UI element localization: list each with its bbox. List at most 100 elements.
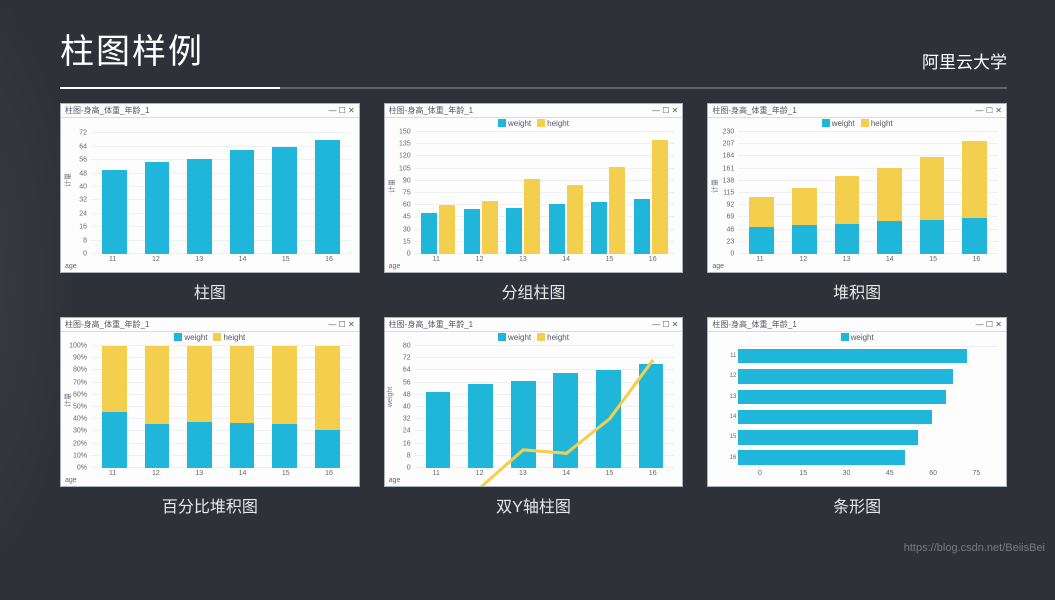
hbar (738, 390, 946, 405)
bar-segment (272, 424, 297, 468)
bar (102, 170, 127, 254)
page-title: 柱图样例 (60, 24, 204, 73)
y-tick: 10% (73, 452, 87, 459)
x-tick: 15 (782, 470, 825, 484)
bar (482, 201, 498, 254)
y-axis: 0%10%20%30%40%50%60%70%80%90%100%计量 (61, 346, 89, 468)
y-tick: 40 (79, 184, 87, 191)
overlay-line (415, 346, 675, 487)
y-tick: 8 (407, 452, 411, 459)
chart-cell-simple: 柱图-身高_体重_年龄_1— ☐ ✕081624324048566472计量11… (60, 103, 360, 303)
stacked-bar (315, 346, 340, 468)
legend-item: height (537, 333, 569, 342)
x-tick: 15 (588, 470, 631, 484)
bar-group (634, 132, 668, 254)
bar-segment (920, 157, 945, 220)
chart-card: 柱图-身高_体重_年龄_1— ☐ ✕weightheight0234669921… (707, 103, 1007, 273)
chart-cell-grouped: 柱图-身高_体重_年龄_1— ☐ ✕weightheight0153045607… (384, 103, 684, 303)
y-tick: 161 (723, 165, 735, 172)
y-tick: 80% (73, 367, 87, 374)
hbar-rows: 111213141516 (738, 346, 998, 468)
title-rule (60, 87, 1007, 89)
y-tick: 80 (403, 343, 411, 350)
stacked-bar (962, 141, 987, 254)
x-tick: 13 (178, 256, 221, 270)
bar-segment (962, 141, 987, 218)
stacked-bars (91, 346, 351, 468)
y-tick: 70% (73, 379, 87, 386)
legend-item: height (861, 119, 893, 128)
x-tick: 11 (91, 256, 134, 270)
hbar-row: 11 (738, 349, 998, 364)
y-tick: 8 (83, 237, 87, 244)
hbar-label: 16 (714, 455, 736, 461)
bar-segment (792, 188, 817, 225)
y-tick: 0 (407, 251, 411, 258)
bar (230, 150, 255, 254)
bar-segment (920, 220, 945, 254)
y-tick: 72 (403, 355, 411, 362)
legend: weightheight (385, 332, 683, 343)
stacked-bar (230, 346, 255, 468)
stacked-bar (102, 346, 127, 468)
bar (506, 208, 522, 254)
x-tick: 16 (631, 470, 674, 484)
bar (464, 209, 480, 254)
chart-caption: 堆积图 (833, 279, 881, 303)
y-axis-label: 计量 (63, 393, 73, 407)
y-tick: 16 (403, 440, 411, 447)
chart-card: 柱图-身高_体重_年龄_1— ☐ ✕weightheight0816243240… (384, 317, 684, 487)
window-controls: — ☐ ✕ (328, 318, 354, 331)
y-tick: 120 (399, 153, 411, 160)
bar (634, 199, 650, 254)
hbar-row: 13 (738, 390, 998, 405)
x-tick: 13 (178, 470, 221, 484)
y-axis: 023466992115138161184207230计量 (708, 132, 736, 254)
stacked-bar (145, 346, 170, 468)
y-axis-label: weight (387, 387, 394, 407)
x-tick: 11 (91, 470, 134, 484)
y-tick: 0 (83, 251, 87, 258)
stacked-bar (920, 157, 945, 254)
x-tick: 15 (264, 256, 307, 270)
y-axis-label: 计量 (387, 179, 397, 193)
hbar-row: 12 (738, 369, 998, 384)
y-tick: 16 (79, 224, 87, 231)
x-axis: 111213141516 (415, 256, 675, 270)
chart-title: 柱图-身高_体重_年龄_1 (65, 104, 149, 117)
chart-title: 柱图-身高_体重_年龄_1 (389, 104, 473, 117)
chart-cell-hbar: 柱图-身高_体重_年龄_1— ☐ ✕weight1112131415160153… (707, 317, 1007, 517)
bar-segment (102, 346, 127, 412)
bar-segment (877, 168, 902, 221)
chart-title: 柱图-身高_体重_年龄_1 (712, 104, 796, 117)
bar-group (506, 132, 540, 254)
y-tick: 207 (723, 141, 735, 148)
bar (315, 140, 340, 254)
x-tick: 15 (911, 256, 954, 270)
x-tick: 60 (911, 470, 954, 484)
chart-cell-pct: 柱图-身高_体重_年龄_1— ☐ ✕weightheight0%10%20%30… (60, 317, 360, 517)
y-tick: 40% (73, 416, 87, 423)
window-controls: — ☐ ✕ (652, 104, 678, 117)
bar-segment (187, 346, 212, 422)
y-tick: 60 (403, 202, 411, 209)
y-tick: 0% (77, 465, 87, 472)
stacked-bar (792, 188, 817, 254)
plot-area: 111213141516 (738, 346, 998, 468)
x-axis: 111213141516 (415, 470, 675, 484)
chart-title-bar: 柱图-身高_体重_年龄_1 — ☐ ✕ (385, 104, 683, 118)
bar-segment (749, 197, 774, 228)
bar (272, 147, 297, 254)
window-controls: — ☐ ✕ (976, 318, 1002, 331)
y-tick: 135 (399, 141, 411, 148)
y-tick: 30 (403, 226, 411, 233)
brand-label: 阿里云大学 (922, 48, 1007, 73)
chart-caption: 条形图 (833, 493, 881, 517)
hbar-row: 16 (738, 450, 998, 465)
x-tick: 16 (631, 256, 674, 270)
hbar-row: 15 (738, 430, 998, 445)
legend: weightheight (708, 118, 1006, 129)
x-axis: 111213141516 (91, 256, 351, 270)
legend-item: weight (841, 333, 874, 342)
hbar-label: 12 (714, 373, 736, 379)
